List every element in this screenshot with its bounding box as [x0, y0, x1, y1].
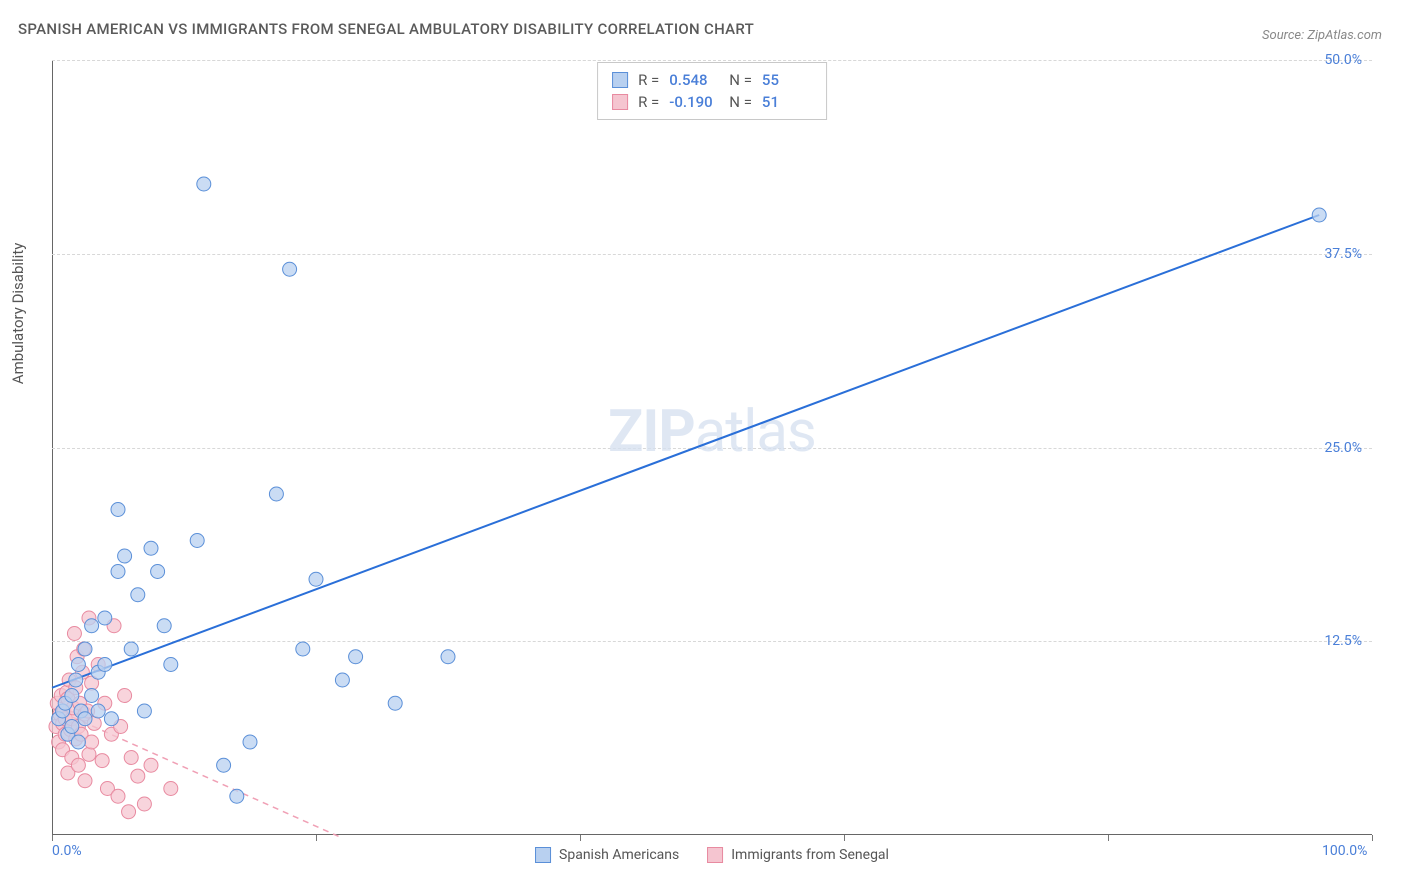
legend-bottom: Spanish Americans Immigrants from Senega…: [535, 847, 889, 863]
r-value-1: 0.548: [669, 71, 719, 89]
data-point: [388, 696, 402, 710]
legend-label-1: Spanish Americans: [559, 847, 679, 863]
stats-row-2: R = -0.190 N = 51: [612, 91, 812, 113]
data-point: [349, 650, 363, 664]
data-point: [118, 549, 132, 563]
data-point: [78, 774, 92, 788]
data-point: [269, 487, 283, 501]
data-point: [309, 572, 323, 586]
y-tick-label: 25.0%: [1324, 440, 1362, 456]
data-point: [111, 503, 125, 517]
data-point: [118, 689, 132, 703]
scatter-svg: [52, 60, 1372, 835]
data-point: [71, 658, 85, 672]
data-point: [151, 565, 165, 579]
legend-item-2: Immigrants from Senegal: [707, 847, 889, 863]
data-point: [283, 262, 297, 276]
data-point: [230, 789, 244, 803]
plot-area: ZIPatlas R = 0.548 N = 55 R = -0.190 N =…: [52, 60, 1372, 835]
source-label: Source: ZipAtlas.com: [1262, 28, 1382, 43]
data-point: [98, 658, 112, 672]
data-point: [78, 712, 92, 726]
n-value-2: 51: [762, 93, 812, 111]
data-point: [190, 534, 204, 548]
data-point: [137, 797, 151, 811]
legend-item-1: Spanish Americans: [535, 847, 679, 863]
n-label-1: N =: [729, 71, 752, 89]
r-label-1: R =: [638, 71, 659, 89]
data-point: [65, 720, 79, 734]
y-axis-label: Ambulatory Disability: [9, 243, 27, 385]
data-point: [296, 642, 310, 656]
data-point: [85, 735, 99, 749]
data-point: [91, 704, 105, 718]
x-tick-label: 0.0%: [52, 843, 82, 859]
y-tick-label: 50.0%: [1324, 52, 1362, 68]
data-point: [137, 704, 151, 718]
data-point: [124, 751, 138, 765]
data-point: [131, 769, 145, 783]
swatch-pink-icon: [612, 94, 628, 110]
stats-row-1: R = 0.548 N = 55: [612, 69, 812, 91]
data-point: [1312, 208, 1326, 222]
data-point: [197, 177, 211, 191]
data-point: [131, 588, 145, 602]
trend-line: [52, 215, 1319, 688]
swatch-blue-icon: [612, 72, 628, 88]
data-point: [217, 758, 231, 772]
x-tick: [580, 835, 581, 841]
data-point: [124, 642, 138, 656]
stats-box: R = 0.548 N = 55 R = -0.190 N = 51: [597, 62, 827, 120]
data-point: [71, 758, 85, 772]
data-point: [85, 619, 99, 633]
data-point: [67, 627, 81, 641]
y-tick-label: 37.5%: [1324, 246, 1362, 262]
r-value-2: -0.190: [669, 93, 719, 111]
data-point: [98, 611, 112, 625]
data-point: [111, 789, 125, 803]
data-point: [104, 712, 118, 726]
data-point: [71, 735, 85, 749]
data-point: [164, 658, 178, 672]
chart-title: SPANISH AMERICAN VS IMMIGRANTS FROM SENE…: [18, 20, 754, 38]
legend-label-2: Immigrants from Senegal: [731, 847, 889, 863]
y-tick-label: 12.5%: [1324, 633, 1362, 649]
legend-swatch-blue-icon: [535, 847, 551, 863]
x-tick-label: 100.0%: [1322, 843, 1367, 859]
data-point: [441, 650, 455, 664]
data-point: [243, 735, 257, 749]
x-tick: [844, 835, 845, 841]
n-value-1: 55: [762, 71, 812, 89]
data-point: [335, 673, 349, 687]
data-point: [122, 805, 136, 819]
data-point: [82, 747, 96, 761]
x-tick: [52, 835, 53, 841]
data-point: [65, 689, 79, 703]
data-point: [144, 758, 158, 772]
n-label-2: N =: [729, 93, 752, 111]
data-point: [69, 673, 83, 687]
legend-swatch-pink-icon: [707, 847, 723, 863]
data-point: [164, 782, 178, 796]
data-point: [95, 754, 109, 768]
data-point: [78, 642, 92, 656]
x-tick: [316, 835, 317, 841]
x-tick: [1372, 835, 1373, 841]
data-point: [144, 541, 158, 555]
data-point: [111, 565, 125, 579]
r-label-2: R =: [638, 93, 659, 111]
data-point: [85, 689, 99, 703]
chart-container: SPANISH AMERICAN VS IMMIGRANTS FROM SENE…: [0, 0, 1406, 892]
data-point: [157, 619, 171, 633]
x-tick: [1108, 835, 1109, 841]
